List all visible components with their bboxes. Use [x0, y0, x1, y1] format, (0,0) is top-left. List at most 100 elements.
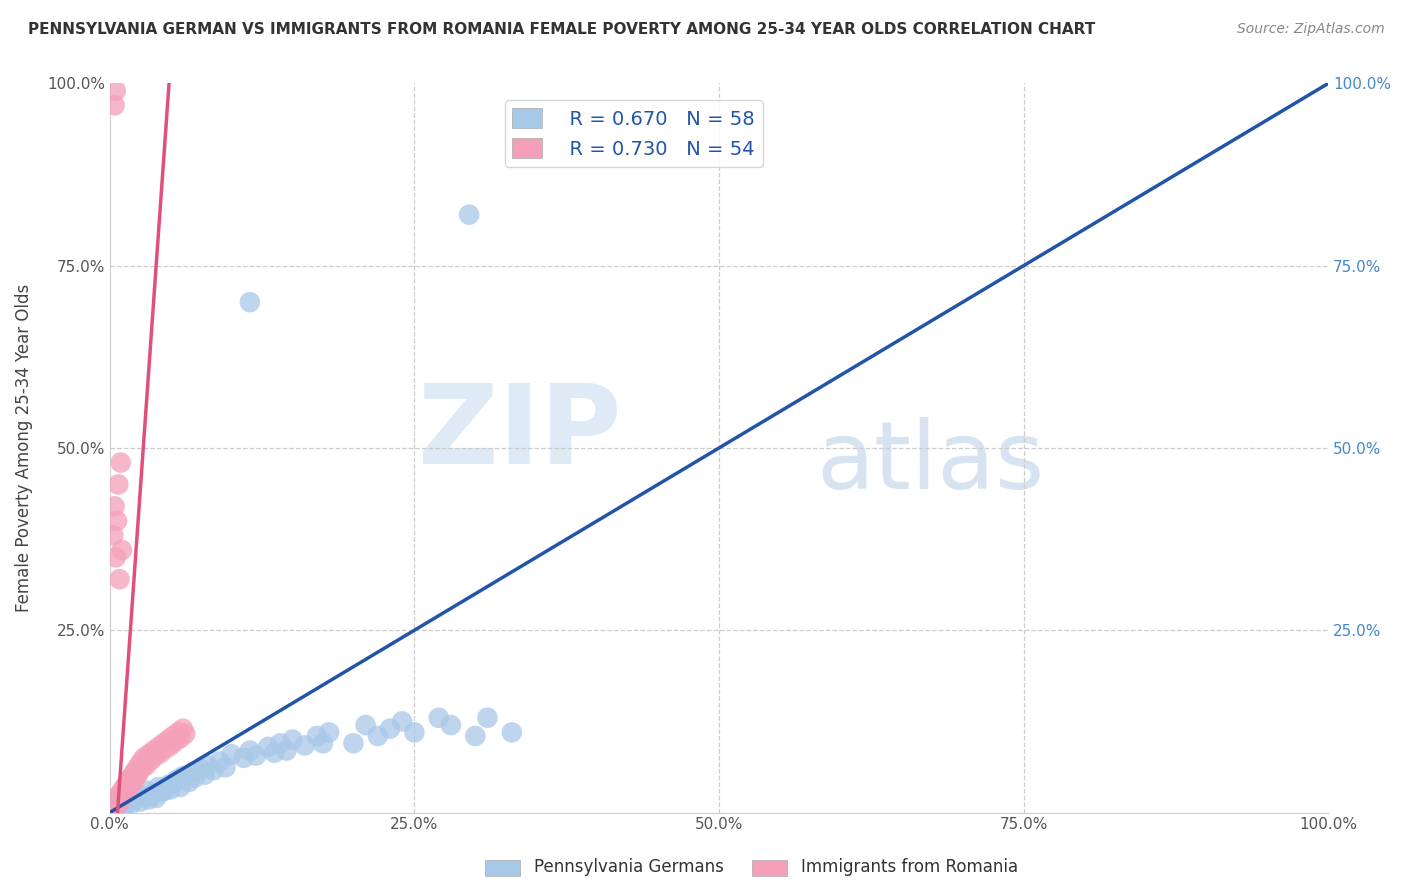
Point — [221, 747, 243, 762]
Point — [104, 84, 127, 98]
Point — [257, 739, 280, 754]
Point — [153, 783, 176, 797]
Point — [157, 732, 180, 747]
Point — [165, 734, 187, 748]
Point — [342, 736, 364, 750]
Point — [440, 718, 463, 732]
Point — [122, 765, 145, 780]
Point — [208, 755, 231, 769]
Point — [501, 725, 523, 739]
Point — [104, 98, 127, 112]
Point — [245, 748, 267, 763]
Point — [239, 743, 262, 757]
Point — [281, 732, 304, 747]
Point — [108, 572, 131, 586]
Point — [162, 729, 184, 743]
Point — [232, 751, 254, 765]
Point — [159, 739, 181, 753]
Point — [108, 798, 131, 813]
Point — [111, 543, 134, 558]
Point — [378, 722, 401, 736]
Point — [195, 758, 218, 772]
Text: PENNSYLVANIA GERMAN VS IMMIGRANTS FROM ROMANIA FEMALE POVERTY AMONG 25-34 YEAR O: PENNSYLVANIA GERMAN VS IMMIGRANTS FROM R… — [28, 22, 1095, 37]
Point — [124, 771, 146, 785]
Point — [169, 780, 191, 794]
Point — [135, 758, 157, 772]
Point — [181, 765, 204, 780]
Point — [184, 771, 207, 785]
Point — [174, 727, 197, 741]
Point — [115, 776, 138, 790]
Point — [105, 791, 128, 805]
Point — [159, 782, 181, 797]
Point — [103, 528, 125, 542]
Point — [354, 718, 377, 732]
Point — [145, 791, 167, 805]
Point — [112, 799, 135, 814]
Point — [318, 725, 340, 739]
Point — [155, 741, 177, 756]
Point — [112, 789, 135, 804]
Point — [107, 477, 129, 491]
Point — [239, 295, 262, 310]
Y-axis label: Female Poverty Among 25-34 Year Olds: Female Poverty Among 25-34 Year Olds — [15, 284, 32, 612]
Point — [127, 767, 149, 781]
Point — [404, 725, 426, 739]
Point — [135, 783, 157, 797]
Point — [141, 787, 163, 801]
Point — [125, 787, 148, 801]
Point — [112, 780, 135, 794]
Point — [138, 792, 160, 806]
Point — [117, 782, 139, 797]
Point — [214, 760, 236, 774]
Point — [120, 778, 142, 792]
Point — [172, 722, 194, 736]
Point — [117, 791, 139, 805]
Point — [103, 798, 125, 813]
Point — [149, 746, 172, 760]
Point — [118, 772, 141, 787]
Point — [122, 775, 145, 789]
Point — [458, 208, 481, 222]
Point — [269, 736, 291, 750]
Point — [110, 456, 132, 470]
Point — [142, 743, 165, 757]
Point — [132, 751, 155, 765]
Text: ZIP: ZIP — [418, 380, 621, 487]
Point — [104, 799, 127, 814]
Point — [149, 785, 172, 799]
Point — [104, 550, 127, 565]
Point — [101, 802, 124, 816]
Point — [125, 762, 148, 776]
Point — [157, 778, 180, 792]
Point — [121, 769, 143, 783]
Point — [477, 711, 499, 725]
Point — [167, 725, 190, 739]
Point — [177, 775, 200, 789]
Text: Pennsylvania Germans: Pennsylvania Germans — [534, 858, 724, 876]
Text: Source: ZipAtlas.com: Source: ZipAtlas.com — [1237, 22, 1385, 37]
Point — [169, 731, 191, 746]
Point — [108, 787, 131, 801]
Text: atlas: atlas — [817, 417, 1045, 508]
Point — [194, 767, 217, 781]
Text: Immigrants from Romania: Immigrants from Romania — [801, 858, 1018, 876]
Point — [145, 748, 167, 763]
Point — [141, 753, 163, 767]
Point — [427, 711, 450, 725]
Point — [111, 795, 134, 809]
Point — [131, 760, 153, 774]
Point — [305, 729, 328, 743]
Point — [107, 797, 129, 811]
Point — [105, 514, 128, 528]
Point — [312, 736, 335, 750]
Point — [148, 780, 170, 794]
Point — [367, 729, 389, 743]
Legend:   R = 0.670   N = 58,   R = 0.730   N = 54: R = 0.670 N = 58, R = 0.730 N = 54 — [505, 101, 762, 167]
Point — [122, 792, 145, 806]
Point — [104, 802, 127, 816]
Point — [152, 736, 174, 750]
Point — [190, 762, 212, 776]
Point — [104, 795, 127, 809]
Point — [121, 797, 143, 811]
